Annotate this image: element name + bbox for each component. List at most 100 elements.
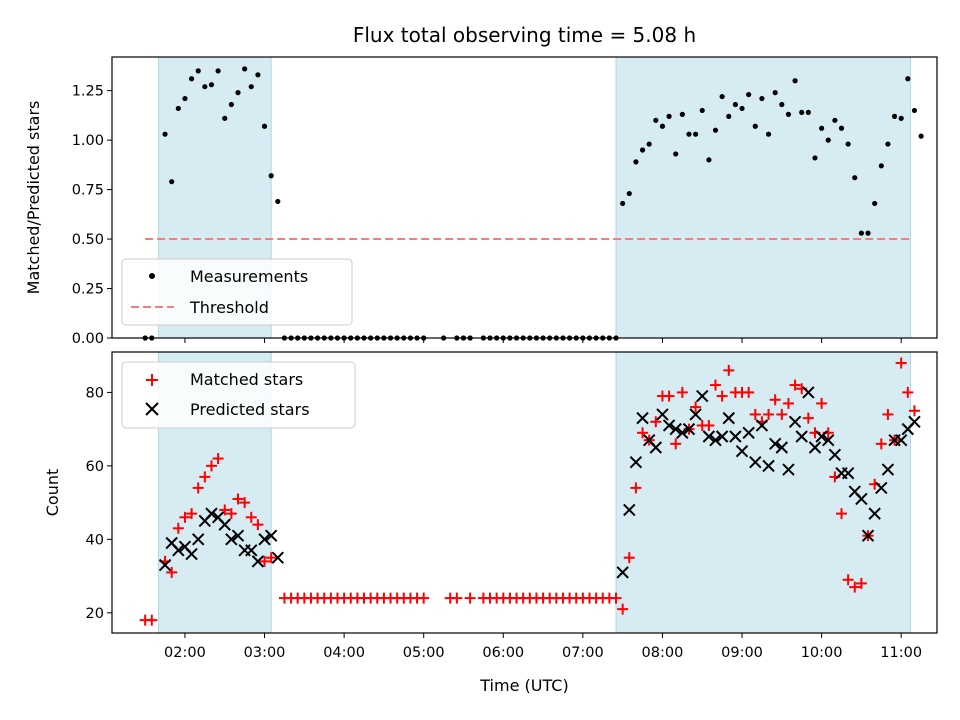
measurement-point — [845, 141, 851, 147]
predicted-star-point — [802, 386, 815, 399]
predicted-star-point — [172, 544, 185, 557]
predicted-star-point — [729, 430, 742, 443]
chart-title: Flux total observing time = 5.08 h — [353, 23, 696, 47]
measurement-point — [905, 76, 911, 82]
matched-star-point — [232, 493, 244, 505]
matched-star-point — [252, 519, 264, 531]
predicted-star-point — [231, 529, 245, 542]
matched-star-point — [690, 401, 702, 413]
predicted-star-point — [908, 415, 921, 428]
predicted-star-point — [881, 463, 895, 476]
predicted-star-point — [702, 430, 716, 443]
top-x-ticks — [184, 338, 902, 343]
predicted-star-point — [264, 529, 278, 542]
predicted-star-point — [788, 415, 802, 428]
top-y-ticks: 0.00 0.25 0.50 0.75 1.00 1.25 — [72, 84, 112, 347]
measurement-point — [719, 93, 725, 100]
measurement-point — [666, 113, 672, 119]
measurement-point — [779, 101, 785, 108]
measurement-point — [706, 157, 712, 163]
measurement-point — [712, 127, 719, 133]
bottom-y-tick-label: 20 — [86, 606, 104, 622]
top-y-axis-label: Matched/Predicted stars — [24, 101, 43, 295]
measurement-point — [202, 84, 208, 90]
bottom-y-axis-label: Count — [43, 469, 62, 517]
measurement-point — [195, 68, 201, 74]
measurement-point — [885, 141, 891, 147]
bottom-legend: Matched stars Predicted stars — [121, 361, 356, 429]
predicted-star-point — [258, 533, 271, 546]
matched-star-point — [763, 408, 775, 420]
matched-star-point — [172, 522, 184, 534]
measurement-point — [268, 173, 274, 179]
predicted-star-point — [251, 555, 265, 568]
measurement-point — [626, 190, 632, 197]
measurement-point — [633, 159, 639, 165]
top-y-tick-label: 1.00 — [72, 133, 104, 149]
bottom-legend-box — [121, 361, 356, 429]
measurement-point — [261, 123, 268, 129]
predicted-star-point — [861, 529, 875, 542]
matched-star-point — [723, 364, 735, 376]
predicted-star-point — [623, 503, 636, 517]
predicted-star-point — [722, 411, 735, 425]
measurement-point — [805, 109, 811, 116]
predicted-star-point — [875, 481, 888, 495]
measurement-point — [726, 113, 732, 119]
measurement-point — [819, 125, 825, 131]
predicted-star-point — [225, 533, 238, 546]
x-tick-label: 07:00 — [562, 645, 604, 661]
matched-star-point — [902, 386, 914, 398]
matched-star-point — [265, 552, 277, 564]
measurement-point — [739, 105, 745, 112]
measurement-point — [188, 76, 195, 82]
measurement-point — [169, 179, 175, 185]
matched-star-point — [836, 508, 848, 520]
measurement-point — [653, 117, 659, 123]
matched-star-point — [259, 555, 271, 567]
measurement-point — [646, 141, 652, 147]
matched-star-point — [623, 552, 635, 564]
star-count-points — [139, 357, 921, 626]
x-tick-label: 10:00 — [801, 645, 843, 661]
bottom-y-tick-label: 40 — [86, 532, 104, 548]
predicted-star-point — [808, 441, 822, 454]
measurement-point — [918, 133, 924, 139]
predicted-star-point — [205, 507, 218, 520]
predicted-star-point — [676, 426, 689, 440]
legend-label-predicted-stars: Predicted stars — [190, 400, 310, 419]
matched-star-point — [875, 438, 887, 450]
measurement-point — [255, 72, 261, 78]
predicted-star-point — [762, 459, 775, 473]
measurement-point — [275, 198, 281, 205]
measurement-point — [812, 155, 818, 161]
matched-star-point — [179, 511, 191, 523]
matched-star-point — [716, 390, 728, 402]
x-axis-label: Time (UTC) — [479, 676, 568, 695]
matched-star-point — [610, 592, 622, 604]
measurement-point — [235, 90, 241, 96]
predicted-star-point — [742, 426, 755, 440]
measurement-point — [792, 78, 798, 84]
matched-star-point — [782, 397, 794, 409]
predicted-star-point — [649, 441, 663, 454]
matched-star-point — [703, 419, 715, 431]
bottom-y-tick-label: 80 — [86, 385, 104, 401]
matched-star-point — [418, 592, 430, 604]
matched-star-point — [855, 577, 867, 589]
predicted-star-point — [775, 441, 789, 454]
measurement-point — [891, 113, 898, 119]
x-tick-label: 02:00 — [164, 645, 206, 661]
matched-star-point — [225, 508, 237, 520]
measurement-point — [679, 111, 685, 117]
top-legend-box — [121, 258, 353, 326]
matched-star-point — [908, 405, 920, 417]
measurement-point — [752, 123, 758, 129]
matched-star-point — [709, 379, 721, 391]
legend-marker-matched-stars — [146, 374, 158, 386]
matched-star-point — [212, 453, 224, 465]
matched-star-point — [743, 386, 755, 398]
measurement-point — [175, 105, 181, 112]
